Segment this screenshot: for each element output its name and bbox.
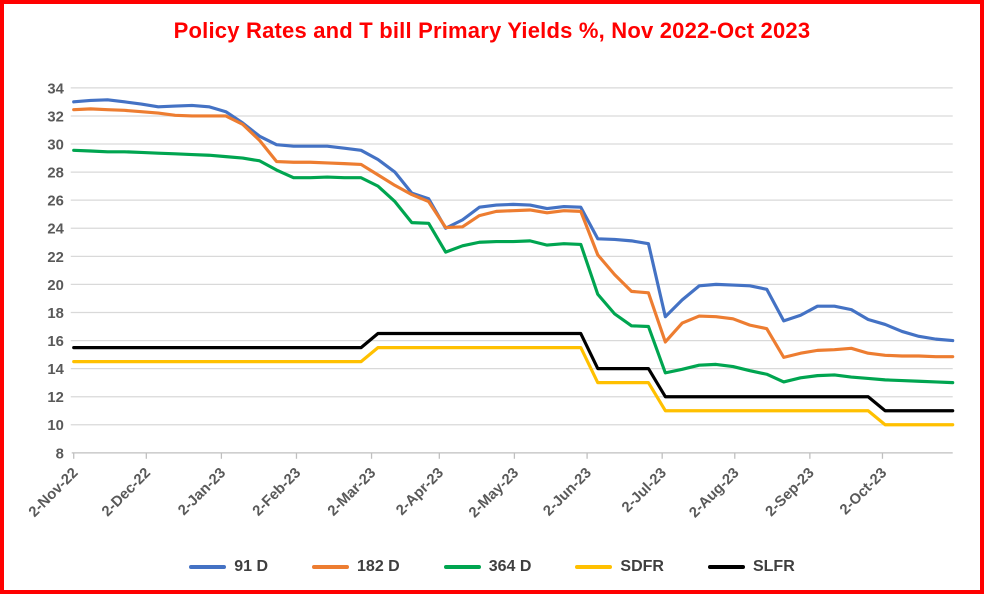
x-tick-label: 2-Apr-23 <box>393 465 447 519</box>
legend-swatch-364d-icon <box>443 565 481 569</box>
series-line-182-d <box>72 107 955 359</box>
y-tick-label: 14 <box>47 362 64 378</box>
series-line-sdfr <box>72 346 955 427</box>
legend-item-slfr: SLFR <box>707 558 795 576</box>
x-tick-label: 2-Dec-22 <box>99 465 154 520</box>
gridlines <box>70 87 953 426</box>
legend-swatch-slfr-icon <box>707 565 745 569</box>
legend-label-91d: 91 D <box>234 558 269 575</box>
y-tick-label: 34 <box>47 81 64 97</box>
x-axis: 2-Nov-22 2-Dec-22 2-Jan-23 2-Feb-23 2-Mar-23… <box>26 452 953 521</box>
legend: 91 D 182 D 364 D SDFR SLFR <box>4 558 980 576</box>
x-tick-label: 2-Jun-23 <box>541 465 595 519</box>
legend-label-364d: 364 D <box>488 558 532 575</box>
legend-item-sdfr: SDFR <box>575 558 664 576</box>
x-tick-label: 2-Mar-23 <box>325 465 379 519</box>
x-tick-label: 2-May-23 <box>466 465 522 521</box>
y-tick-label: 16 <box>47 334 63 350</box>
legend-swatch-182d-icon <box>312 565 350 569</box>
legend-label-182d: 182 D <box>357 558 400 575</box>
y-tick-label: 32 <box>47 109 63 125</box>
series-line-364-d <box>72 148 955 385</box>
legend-item-364d: 364 D <box>443 558 532 576</box>
x-tick-label: 2-Jan-23 <box>175 465 229 519</box>
y-tick-label: 12 <box>47 390 63 406</box>
legend-item-182d: 182 D <box>312 558 400 576</box>
x-tick-label: 2-Feb-23 <box>250 465 304 519</box>
x-tick-label: 2-Oct-23 <box>837 465 890 518</box>
y-tick-label: 28 <box>47 166 63 182</box>
legend-item-91d: 91 D <box>189 558 268 576</box>
legend-label-slfr: SLFR <box>752 558 795 575</box>
y-axis-labels: 8 10 12 14 16 18 20 22 24 26 28 30 32 34 <box>47 81 64 462</box>
x-tick-label: 2-Aug-23 <box>687 465 743 521</box>
series-lines <box>72 98 955 427</box>
y-tick-label: 26 <box>47 194 63 210</box>
y-tick-label: 22 <box>47 250 63 266</box>
plot-area: 8 10 12 14 16 18 20 22 24 26 28 30 32 34 2-Nov-22 2-Dec… <box>26 81 955 521</box>
legend-label-sdfr: SDFR <box>620 558 664 575</box>
legend-swatch-sdfr-icon <box>575 565 613 569</box>
y-tick-label: 20 <box>47 278 63 294</box>
y-tick-label: 18 <box>47 306 63 322</box>
x-tick-label: 2-Sep-23 <box>763 465 818 520</box>
series-line-slfr <box>72 331 955 413</box>
y-tick-label: 24 <box>47 222 64 238</box>
chart-title: Policy Rates and T bill Primary Yields %… <box>173 18 811 43</box>
y-tick-label: 8 <box>56 446 64 462</box>
y-tick-label: 10 <box>47 418 63 434</box>
y-tick-label: 30 <box>47 137 63 153</box>
legend-swatch-91d-icon <box>189 565 227 569</box>
series-line-91-d <box>72 98 955 343</box>
x-tick-label: 2-Nov-22 <box>26 465 81 520</box>
x-tick-label: 2-Jul-23 <box>619 465 670 516</box>
